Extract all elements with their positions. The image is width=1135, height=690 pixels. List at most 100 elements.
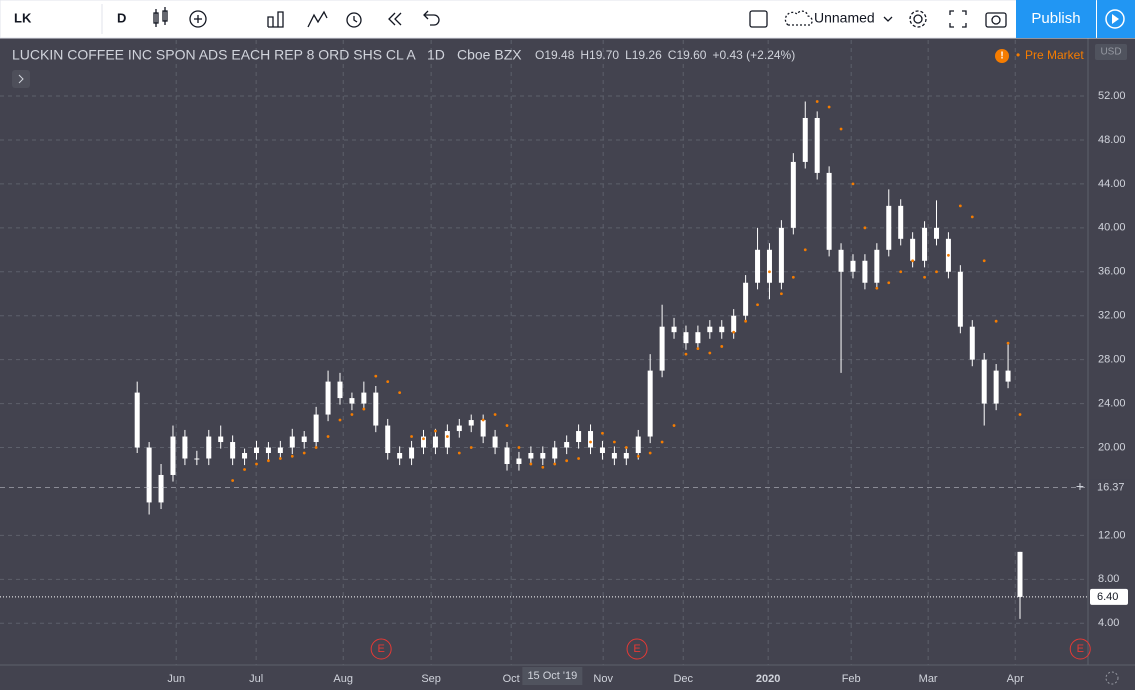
warning-icon <box>995 49 1009 63</box>
sar-dot <box>398 391 402 394</box>
candle-body <box>778 227 784 283</box>
sar-dot <box>326 435 330 438</box>
sar-dot <box>875 286 879 290</box>
earnings-marker[interactable] <box>370 638 392 660</box>
candle-body <box>552 447 558 459</box>
currency-box <box>1095 44 1127 60</box>
candle-body <box>635 436 641 454</box>
candle-body <box>683 332 689 344</box>
candle-body <box>277 447 283 454</box>
candle-body <box>814 117 820 173</box>
sar-dot <box>1018 413 1022 416</box>
candle-body <box>981 359 987 404</box>
candle-body <box>1005 370 1011 382</box>
sar-dot <box>947 253 950 257</box>
currency: USD <box>1100 47 1121 58</box>
candle-body <box>528 453 534 459</box>
candle-body <box>468 420 474 426</box>
sar-dot <box>648 451 652 455</box>
sar-dot <box>708 351 712 355</box>
candle-body <box>623 453 629 459</box>
publish-label[interactable]: Publish <box>1031 10 1080 27</box>
sar-dot <box>970 215 974 219</box>
legend-value: C19.60 <box>668 48 707 62</box>
y-tick-label: 28.00 <box>1098 354 1126 366</box>
sar-dot <box>982 259 986 263</box>
sar-dot <box>1006 341 1010 345</box>
candle-body <box>480 420 486 437</box>
sar-dot <box>863 226 867 230</box>
candle-body <box>504 447 510 464</box>
sar-dot <box>445 435 449 438</box>
earnings-marker[interactable] <box>626 638 648 660</box>
layout-name[interactable]: Unnamed <box>814 10 875 26</box>
candle-body <box>230 442 236 459</box>
plot: 4.00 8.00 12.00 20.00 24.00 28.00 32.00 36.00 40… <box>0 40 1134 685</box>
candle-body <box>456 425 462 432</box>
y-tick-label: 36.00 <box>1098 266 1126 278</box>
sar-dot <box>958 204 962 208</box>
sar-dot <box>768 270 771 274</box>
price-axis <box>1088 38 1135 690</box>
sar-dot <box>410 435 413 438</box>
settings-icon[interactable] <box>1105 671 1119 685</box>
x-tick-label: Mar <box>919 673 938 685</box>
sar-dot <box>815 100 819 103</box>
publish-button[interactable] <box>1016 0 1096 38</box>
chart-interval: 1D <box>427 47 445 63</box>
sar-dot <box>803 248 807 252</box>
y-tick-label: 48.00 <box>1098 134 1126 146</box>
sar-dot <box>243 468 246 471</box>
toolbar-icons[interactable] <box>153 7 1007 28</box>
sar-dot <box>517 446 521 449</box>
x-tick-label: Dec <box>673 673 693 685</box>
x-tick-label: Aug <box>333 673 353 685</box>
candle-body <box>731 315 737 333</box>
sar-dot <box>911 259 915 263</box>
legend-value: +0.43 (+2.24%) <box>712 48 795 62</box>
candle-body <box>564 442 570 448</box>
candle-body <box>922 227 928 261</box>
last-price-box <box>1090 588 1128 605</box>
x-tick-label: Jun <box>167 673 185 685</box>
sar-dot <box>469 446 473 449</box>
expand-icon <box>18 74 24 84</box>
toolbar: LK D Unnamed Publish <box>0 0 1135 39</box>
candle-body <box>432 436 438 448</box>
sar-dot <box>434 429 437 433</box>
sar-dot <box>732 330 736 334</box>
sar-dot <box>672 424 676 427</box>
earnings-label: E <box>1077 643 1084 655</box>
toolbar-bg <box>0 0 1135 39</box>
candle-body <box>1017 551 1023 597</box>
sar-dot <box>935 270 938 274</box>
sar-dot <box>255 462 258 466</box>
chart-title: LUCKIN COFFEE INC SPON ADS EACH REP 8 OR… <box>12 47 416 63</box>
candle-body <box>755 249 761 283</box>
symbol[interactable]: LK <box>14 10 32 25</box>
earnings-marker[interactable] <box>1069 638 1091 660</box>
sar-dot <box>601 431 604 435</box>
sar-dot <box>624 446 628 449</box>
candle-body <box>361 392 367 404</box>
crosshair-date-label: 15 Oct '19 <box>527 670 577 682</box>
y-tick-label: 40.00 <box>1098 222 1126 234</box>
x-tick-label: Nov <box>593 673 613 685</box>
candle-body <box>516 458 522 464</box>
earnings-label: E <box>633 643 640 655</box>
candle-body <box>253 447 259 454</box>
candle-body <box>576 431 582 443</box>
warning-icon: ! <box>1000 51 1003 62</box>
sar-dot <box>744 319 748 323</box>
sar-dot <box>338 418 342 422</box>
sar-dot <box>290 454 294 458</box>
candle-body <box>385 425 391 454</box>
sar-dot <box>612 440 616 444</box>
candle-body <box>826 172 832 250</box>
candle-body <box>134 392 140 448</box>
earnings-label: E <box>377 643 384 655</box>
interval[interactable]: D <box>117 10 126 25</box>
expand-button[interactable] <box>12 70 30 88</box>
play-icon <box>1105 9 1125 29</box>
